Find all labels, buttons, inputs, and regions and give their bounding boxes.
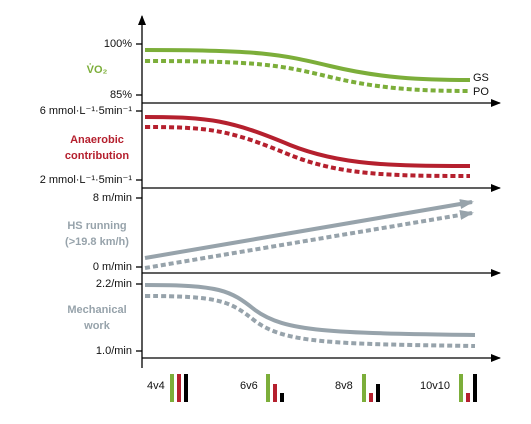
panel-label: Anaerobic [70,134,124,146]
series-label: PO [473,86,489,98]
panel-label: contribution [65,150,129,162]
format-label: 8v8 [335,380,353,392]
format-label: 6v6 [240,380,258,392]
tick-label: 100% [104,38,132,50]
panel-label: V̇O₂ [87,63,108,76]
tick-label: 2 mmol·L⁻¹·5min⁻¹ [40,174,133,186]
format-label: 10v10 [420,380,450,392]
panel-label: HS running [67,220,126,232]
tick-label: 6 mmol·L⁻¹·5min⁻¹ [40,105,133,117]
tick-label: 0 m/min [93,261,132,273]
panel-label: Mechanical [67,304,126,316]
panel-label: (>19.8 km/h) [65,236,129,248]
panel-label: work [83,320,111,332]
axes [136,15,501,368]
series-label: GS [473,72,489,84]
curves [144,48,476,348]
tick-label: 2.2/min [96,278,132,290]
tick-label: 85% [110,89,132,101]
mini-bars [170,374,477,402]
format-label: 4v4 [147,380,165,392]
tick-label: 8 m/min [93,192,132,204]
tick-label: 1.0/min [96,345,132,357]
